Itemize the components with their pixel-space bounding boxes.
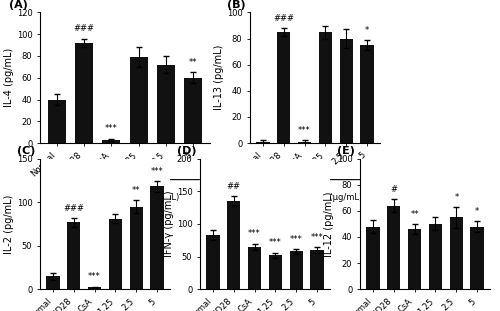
Bar [88,287,102,289]
Y-axis label: IL-13 (pg/mL): IL-13 (pg/mL) [214,45,224,110]
Bar [268,255,282,289]
Text: ###: ### [273,14,294,23]
Y-axis label: IFN-γ (pg/mL): IFN-γ (pg/mL) [164,191,174,257]
Text: ###: ### [74,24,94,33]
Bar [310,250,324,289]
Bar [75,43,93,143]
Text: C3G (μg/mL): C3G (μg/mL) [310,193,362,202]
Bar [428,224,442,289]
Text: C3G (μg/mL): C3G (μg/mL) [126,193,179,202]
Bar [184,78,202,143]
Bar [46,276,60,289]
Bar [130,57,148,143]
Text: (C): (C) [16,146,35,156]
Bar [48,100,66,143]
Bar [157,65,175,143]
Text: ***: *** [105,124,118,133]
Text: ###: ### [63,204,84,213]
Bar [318,32,332,143]
Text: *: * [365,26,370,35]
Bar [387,206,400,289]
Bar [248,247,262,289]
Y-axis label: IL-2 (pg/mL): IL-2 (pg/mL) [4,194,14,253]
Text: **: ** [132,186,140,195]
Bar [366,226,380,289]
Bar [227,201,240,289]
Bar [67,222,80,289]
Bar [150,187,164,289]
Text: ***: *** [151,167,164,176]
Text: ##: ## [226,182,240,191]
Bar [450,217,463,289]
Text: ***: *** [311,233,324,242]
Text: ***: *** [88,272,101,281]
Text: ***: *** [248,229,261,238]
Bar [108,219,122,289]
Bar [102,140,120,143]
Text: (E): (E) [336,146,354,156]
Text: **: ** [410,210,419,219]
Text: *: * [475,207,480,216]
Bar [340,39,353,143]
Text: **: ** [189,58,198,67]
Bar [470,226,484,289]
Y-axis label: IL-4 (pg/mL): IL-4 (pg/mL) [4,48,14,107]
Text: (B): (B) [226,0,245,10]
Text: #: # [390,185,397,194]
Bar [277,32,290,143]
Text: (A): (A) [10,0,29,10]
Bar [360,45,374,143]
Bar [298,142,312,143]
Text: ***: *** [298,126,311,135]
Text: *: * [454,193,458,202]
Bar [206,235,220,289]
Text: ***: *** [269,239,282,248]
Bar [130,207,143,289]
Bar [408,229,422,289]
Text: ***: *** [290,234,303,244]
Y-axis label: IL-12 (pg/mL): IL-12 (pg/mL) [324,191,334,257]
Bar [290,251,303,289]
Text: (D): (D) [176,146,196,156]
Bar [256,142,270,143]
